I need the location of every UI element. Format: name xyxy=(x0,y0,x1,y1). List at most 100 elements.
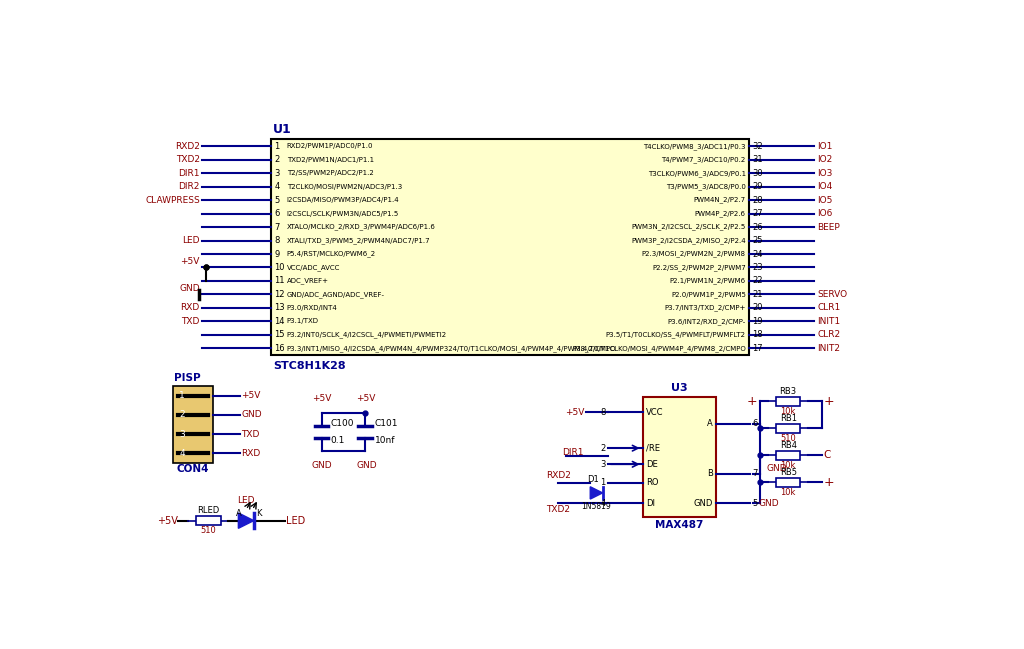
Text: RXD2: RXD2 xyxy=(175,141,200,151)
Text: IO5: IO5 xyxy=(817,195,833,204)
Text: 19: 19 xyxy=(752,317,763,326)
Text: GND/ADC_AGND/ADC_VREF-: GND/ADC_AGND/ADC_VREF- xyxy=(287,291,385,298)
Text: MAX487: MAX487 xyxy=(655,520,703,530)
Text: RB4: RB4 xyxy=(779,441,797,450)
Text: ADC_VREF+: ADC_VREF+ xyxy=(287,278,329,284)
Text: 29: 29 xyxy=(752,182,763,191)
Text: P2.2/SS_2/PWM2P_2/PWM7: P2.2/SS_2/PWM2P_2/PWM7 xyxy=(652,264,745,271)
Text: 10: 10 xyxy=(274,263,285,272)
Text: 28: 28 xyxy=(752,195,763,204)
Text: GND: GND xyxy=(758,498,778,508)
Text: CON4: CON4 xyxy=(177,464,209,474)
Text: 9: 9 xyxy=(274,249,280,258)
Bar xyxy=(643,397,716,517)
Text: IO3: IO3 xyxy=(817,169,833,178)
Text: B: B xyxy=(707,469,713,478)
Text: 18: 18 xyxy=(752,330,763,339)
Text: 20: 20 xyxy=(752,304,763,312)
Text: RXD: RXD xyxy=(180,304,200,312)
Text: PWM3P_2/I2CSDA_2/MISO_2/P2.4: PWM3P_2/I2CSDA_2/MISO_2/P2.4 xyxy=(631,237,745,244)
Text: IO6: IO6 xyxy=(817,209,833,218)
Text: INIT2: INIT2 xyxy=(817,344,841,353)
Text: 3: 3 xyxy=(600,459,605,469)
Text: 3: 3 xyxy=(274,169,280,178)
Bar xyxy=(776,424,801,433)
Text: +5V: +5V xyxy=(158,515,178,526)
Polygon shape xyxy=(590,487,602,499)
Text: CLAWPRESS: CLAWPRESS xyxy=(145,195,200,204)
Text: 2: 2 xyxy=(274,155,280,164)
Text: 6: 6 xyxy=(753,419,758,428)
Text: 4: 4 xyxy=(600,498,605,508)
Text: IO4: IO4 xyxy=(817,182,833,191)
Text: 12: 12 xyxy=(274,290,285,299)
Text: BEEP: BEEP xyxy=(817,223,840,232)
Text: T4CLKO/PWM8_3/ADC11/P0.3: T4CLKO/PWM8_3/ADC11/P0.3 xyxy=(643,143,745,149)
Text: RB5: RB5 xyxy=(779,468,797,477)
Text: C100: C100 xyxy=(331,419,354,428)
Text: SERVO: SERVO xyxy=(817,290,848,299)
Text: P3.3/INT1/MISO_4/I2CSDA_4/PWM4N_4/PWMP324/T0/T1CLKO/MOSI_4/PWM4P_4/PWM8_2/CMPO: P3.3/INT1/MISO_4/I2CSDA_4/PWM4N_4/PWMP32… xyxy=(287,345,616,352)
Text: 1: 1 xyxy=(600,478,605,487)
Text: LED: LED xyxy=(182,236,200,245)
Text: I2CSDA/MISO/PWM3P/ADC4/P1.4: I2CSDA/MISO/PWM3P/ADC4/P1.4 xyxy=(287,197,399,203)
Text: DIR2: DIR2 xyxy=(178,182,200,191)
Text: 27: 27 xyxy=(752,209,763,218)
Text: 1: 1 xyxy=(179,391,184,400)
Text: D1: D1 xyxy=(587,474,598,484)
Text: GND: GND xyxy=(356,461,377,471)
Text: 10k: 10k xyxy=(780,487,796,496)
Text: +: + xyxy=(746,395,758,408)
Text: VCC: VCC xyxy=(646,408,664,417)
Text: +5V: +5V xyxy=(180,257,200,266)
Text: C101: C101 xyxy=(375,419,398,428)
Text: LED: LED xyxy=(286,515,305,526)
Text: GND: GND xyxy=(311,461,332,471)
Text: T2CLKO/MOSI/PWM2N/ADC3/P1.3: T2CLKO/MOSI/PWM2N/ADC3/P1.3 xyxy=(287,184,402,190)
Text: A: A xyxy=(707,419,713,428)
Bar xyxy=(776,450,801,459)
Text: +: + xyxy=(823,395,835,408)
Bar xyxy=(196,516,220,525)
Text: 16: 16 xyxy=(274,344,285,353)
Text: T3CLKO/PWM6_3/ADC9/P0.1: T3CLKO/PWM6_3/ADC9/P0.1 xyxy=(647,170,745,177)
Text: 3: 3 xyxy=(179,430,184,439)
Bar xyxy=(776,478,801,487)
Text: DE: DE xyxy=(646,459,657,469)
Text: XTALI/TXD_3/PWM5_2/PWM4N/ADC7/P1.7: XTALI/TXD_3/PWM5_2/PWM4N/ADC7/P1.7 xyxy=(287,237,430,244)
Text: /RE: /RE xyxy=(646,444,659,452)
Text: IO2: IO2 xyxy=(817,155,833,164)
Text: PWM4P_2/P2.6: PWM4P_2/P2.6 xyxy=(695,210,745,217)
Text: 4: 4 xyxy=(274,182,280,191)
Text: 32: 32 xyxy=(752,141,763,151)
Text: RXD2/PWM1P/ADC0/P1.0: RXD2/PWM1P/ADC0/P1.0 xyxy=(287,143,374,149)
Text: 2: 2 xyxy=(179,410,184,419)
Text: T3/PWM5_3/ADC8/P0.0: T3/PWM5_3/ADC8/P0.0 xyxy=(666,183,745,190)
Text: P5.4/RST/MCLKO/PWM6_2: P5.4/RST/MCLKO/PWM6_2 xyxy=(287,251,376,258)
Text: 8: 8 xyxy=(600,408,605,417)
Text: 11: 11 xyxy=(274,276,285,286)
Text: I2CSCL/SCLK/PWM3N/ADC5/P1.5: I2CSCL/SCLK/PWM3N/ADC5/P1.5 xyxy=(287,210,399,217)
Text: 510: 510 xyxy=(780,434,796,443)
Text: IO1: IO1 xyxy=(817,141,833,151)
Text: 21: 21 xyxy=(752,290,763,299)
Text: 7: 7 xyxy=(753,469,758,478)
Text: GND: GND xyxy=(242,410,262,419)
Text: TXD2: TXD2 xyxy=(547,506,570,515)
Text: TXD: TXD xyxy=(242,430,260,439)
Text: T2/SS/PWM2P/ADC2/P1.2: T2/SS/PWM2P/ADC2/P1.2 xyxy=(287,170,374,176)
Text: 8: 8 xyxy=(274,236,280,245)
Text: XTALO/MCLKO_2/RXD_3/PWM4P/ADC6/P1.6: XTALO/MCLKO_2/RXD_3/PWM4P/ADC6/P1.6 xyxy=(287,224,436,230)
Text: 14: 14 xyxy=(274,317,285,326)
Text: 24: 24 xyxy=(752,249,763,258)
Text: 13: 13 xyxy=(274,304,285,312)
Text: 0.1: 0.1 xyxy=(331,436,345,445)
Text: P3.6/INT2/RXD_2/CMP-: P3.6/INT2/RXD_2/CMP- xyxy=(668,318,745,324)
Text: 1N5819: 1N5819 xyxy=(582,502,611,511)
Text: P3.4/T0/T1CLKO/MOSI_4/PWM4P_4/PWM8_2/CMPO: P3.4/T0/T1CLKO/MOSI_4/PWM4P_4/PWM8_2/CMP… xyxy=(572,345,745,352)
Text: 6: 6 xyxy=(274,209,280,218)
Text: 7: 7 xyxy=(274,223,280,232)
Text: RO: RO xyxy=(646,478,658,487)
Text: 10k: 10k xyxy=(780,407,796,415)
Text: +5V: +5V xyxy=(565,408,585,417)
